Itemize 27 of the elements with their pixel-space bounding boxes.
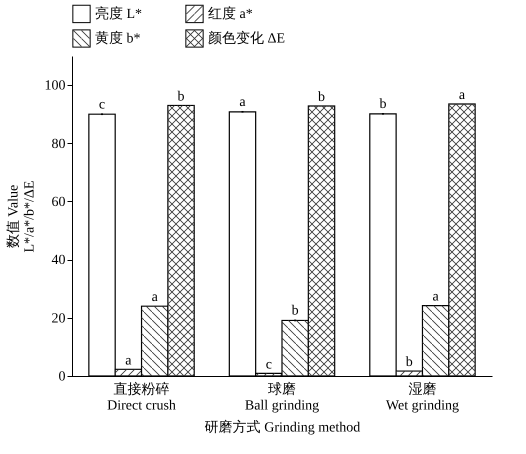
- y-tick-label: 80: [52, 136, 66, 152]
- x-tick-label: 湿磨 Wet grinding: [386, 382, 460, 414]
- legend-label: 亮度 L*: [95, 6, 142, 22]
- x-axis-title: 研磨方式 Grinding method: [204, 420, 360, 436]
- annotation: b: [178, 89, 185, 104]
- annotation: a: [239, 94, 246, 110]
- y-tick-label: 0: [58, 370, 66, 384]
- legend-label: 颜色变化 ΔE: [208, 30, 286, 46]
- legend-label: 红度 a*: [208, 6, 253, 22]
- annotation: b: [379, 97, 386, 112]
- y-tick-label: 40: [52, 253, 66, 268]
- y-tick-label: 60: [52, 194, 66, 210]
- annotation: b: [406, 355, 413, 370]
- y-tick-label: 100: [44, 78, 66, 94]
- legend-label: 黄度 b*: [95, 30, 140, 46]
- x-tick-label: 球磨 Ball grinding: [244, 382, 320, 414]
- y-tick-label: 20: [52, 311, 66, 326]
- x-tick-label: 直接粉碎 Direct crush: [107, 382, 176, 414]
- y-axis-title: 数值 Value L*/a*/b*/ΔE: [6, 180, 38, 252]
- annotation: c: [266, 357, 272, 372]
- annotation: b: [318, 90, 326, 106]
- annotation: a: [152, 290, 159, 306]
- annotation: a: [458, 88, 466, 103]
- annotation: a: [125, 353, 132, 368]
- annotation: b: [292, 304, 299, 319]
- annotation: a: [432, 290, 440, 305]
- annotation: c: [98, 97, 106, 112]
